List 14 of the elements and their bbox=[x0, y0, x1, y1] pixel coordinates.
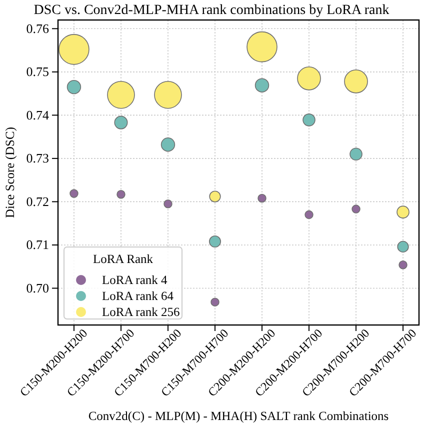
chart-title: DSC vs. Conv2d-MLP-MHA rank combinations by LoRA rank bbox=[34, 3, 390, 18]
y-tick-label: 0.75 bbox=[26, 64, 49, 80]
legend-label: LoRA rank 256 bbox=[102, 305, 180, 319]
x-axis-title: Conv2d(C) - MLP(M) - MHA(H) SALT rank Combinations bbox=[88, 409, 389, 423]
y-tick-label: 0.76 bbox=[26, 20, 50, 36]
y-axis-title: Dice Score (DSC) bbox=[3, 127, 17, 218]
y-tick-label: 0.73 bbox=[26, 150, 49, 166]
y-tick-label: 0.74 bbox=[26, 107, 50, 122]
y-tick-label: 0.70 bbox=[26, 280, 49, 296]
y-tick-label: 0.72 bbox=[26, 194, 49, 209]
legend-label: LoRA rank 4 bbox=[102, 273, 168, 287]
legend-label: LoRA rank 64 bbox=[102, 289, 174, 303]
y-tick-label: 0.71 bbox=[26, 237, 49, 252]
legend-title: LoRA Rank bbox=[92, 252, 154, 266]
